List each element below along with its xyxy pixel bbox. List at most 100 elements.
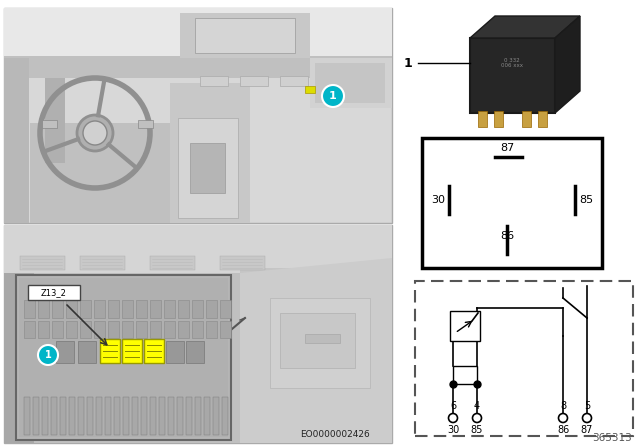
Bar (100, 339, 120, 363)
Bar (87, 397, 93, 435)
Text: 365313: 365313 (592, 433, 632, 443)
Bar (24, 300, 35, 318)
Bar (33, 397, 39, 435)
Bar (24, 321, 35, 338)
Text: 1: 1 (45, 350, 51, 360)
Bar (24, 397, 30, 435)
Bar (195, 397, 201, 435)
Text: 86: 86 (500, 231, 514, 241)
Bar (222, 397, 228, 435)
Text: EO0000002426: EO0000002426 (300, 430, 370, 439)
Bar (170, 83, 250, 223)
Bar (60, 397, 66, 435)
Text: 87: 87 (500, 143, 514, 153)
Bar (80, 256, 125, 270)
Bar (94, 300, 105, 318)
Bar (4, 56, 392, 78)
Text: 30: 30 (447, 425, 459, 435)
Bar (494, 111, 503, 127)
Text: 1: 1 (329, 91, 337, 101)
Bar (136, 321, 147, 338)
Bar (30, 123, 170, 223)
Bar (51, 397, 57, 435)
Circle shape (559, 414, 568, 422)
Bar (220, 321, 231, 338)
Bar (280, 313, 355, 368)
Bar (240, 268, 392, 443)
Bar (159, 397, 165, 435)
Bar (200, 76, 228, 86)
Bar (450, 311, 480, 341)
Text: 87: 87 (581, 425, 593, 435)
Bar (220, 300, 231, 318)
Text: 30: 30 (431, 195, 445, 205)
Polygon shape (240, 258, 392, 443)
Bar (42, 120, 57, 128)
Bar (122, 321, 133, 338)
Bar (16, 275, 231, 440)
Bar (4, 225, 392, 443)
Bar (190, 143, 225, 193)
Circle shape (449, 414, 458, 422)
Bar (20, 256, 65, 270)
Bar (138, 120, 153, 128)
Bar (78, 341, 96, 363)
Bar (38, 300, 49, 318)
Bar (80, 321, 91, 338)
Bar (478, 111, 487, 127)
Circle shape (83, 121, 107, 145)
Bar (114, 397, 120, 435)
Bar (4, 8, 392, 223)
Bar (108, 321, 119, 338)
Bar (453, 366, 477, 384)
Bar (4, 58, 29, 223)
Bar (132, 397, 138, 435)
Text: 8: 8 (560, 401, 566, 411)
Bar (66, 321, 77, 338)
Bar (186, 397, 192, 435)
Bar (150, 321, 161, 338)
Bar (240, 76, 268, 86)
Bar (122, 300, 133, 318)
Text: 5: 5 (584, 401, 590, 411)
Circle shape (322, 85, 344, 107)
Bar (56, 341, 74, 363)
Bar (150, 256, 195, 270)
Bar (195, 18, 295, 53)
Text: 4: 4 (474, 401, 480, 411)
Bar (192, 300, 203, 318)
Text: 86: 86 (557, 425, 569, 435)
Bar (80, 300, 91, 318)
Bar (4, 225, 392, 443)
Bar (206, 321, 217, 338)
Polygon shape (555, 16, 580, 113)
Bar (305, 334, 340, 343)
Circle shape (582, 414, 591, 422)
Bar (52, 300, 63, 318)
Bar (415, 281, 633, 436)
Bar (270, 298, 370, 388)
Bar (164, 321, 175, 338)
Text: 85: 85 (579, 195, 593, 205)
Bar (136, 300, 147, 318)
Text: 6: 6 (450, 401, 456, 411)
Bar (4, 273, 34, 443)
Bar (108, 300, 119, 318)
Bar (144, 339, 164, 363)
Bar (280, 76, 308, 86)
Bar (178, 321, 189, 338)
Bar (19, 278, 228, 437)
Text: 85: 85 (471, 425, 483, 435)
Bar (422, 138, 602, 268)
Bar (305, 86, 315, 93)
Bar (213, 397, 219, 435)
Bar (38, 321, 49, 338)
Bar (141, 397, 147, 435)
Text: 0 332
006 xxx: 0 332 006 xxx (501, 58, 523, 69)
Bar (538, 111, 547, 127)
Polygon shape (470, 16, 580, 38)
Circle shape (77, 115, 113, 151)
Bar (28, 285, 80, 300)
Bar (94, 321, 105, 338)
Bar (315, 63, 385, 103)
